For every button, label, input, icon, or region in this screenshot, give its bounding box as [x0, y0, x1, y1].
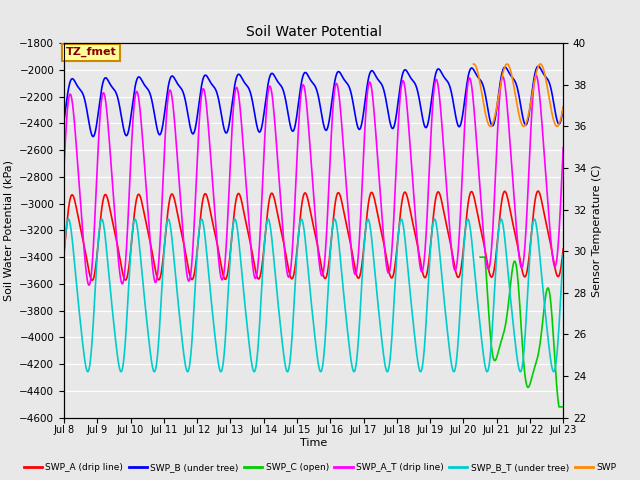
X-axis label: Time: Time	[300, 438, 327, 448]
Text: TZ_fmet: TZ_fmet	[66, 47, 116, 58]
Legend: SWP_A (drip line), SWP_B (under tree), SWP_C (open), SWP_A_T (drip line), SWP_B_: SWP_A (drip line), SWP_B (under tree), S…	[20, 459, 620, 476]
Y-axis label: Soil Water Potential (kPa): Soil Water Potential (kPa)	[4, 160, 13, 301]
Title: Soil Water Potential: Soil Water Potential	[246, 25, 381, 39]
Y-axis label: Sensor Temperature (C): Sensor Temperature (C)	[592, 164, 602, 297]
